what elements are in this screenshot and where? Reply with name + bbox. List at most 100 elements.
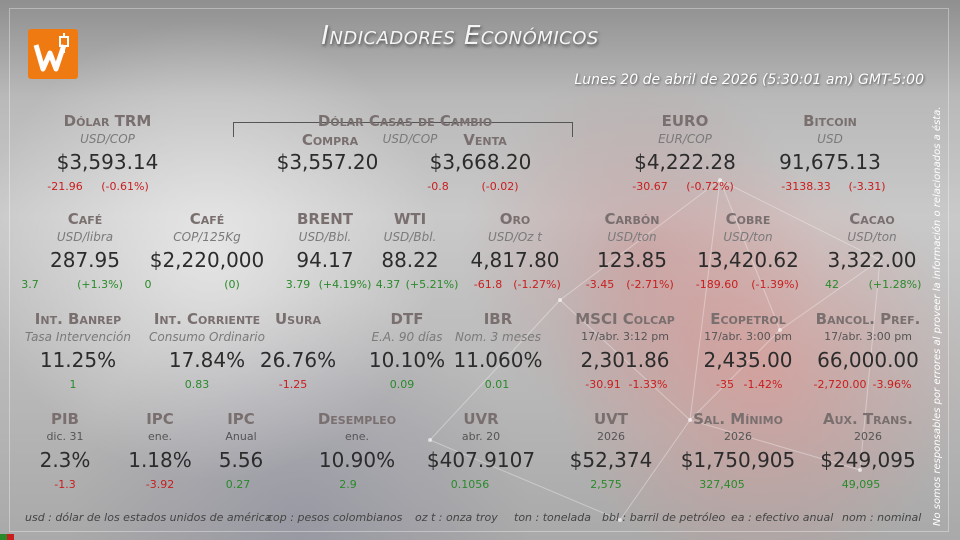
indicator-change-pct: (+1.28%): [868, 278, 922, 291]
indicator-change-pct: (+1.3%): [77, 278, 123, 291]
indicator-label: Carbón: [604, 210, 660, 228]
indicator-change: -61.8: [473, 278, 503, 291]
indicator-label: PIB: [50, 410, 79, 428]
indicator-label: UVR: [463, 410, 499, 428]
brand-logo: [28, 29, 78, 79]
page-title: Indicadores Económicos: [321, 21, 599, 51]
footer-legend-item: bbl : barril de petróleo: [602, 511, 726, 524]
footer-legend-item: ton : tonelada: [514, 511, 592, 524]
indicator-unit: abr. 20: [461, 430, 501, 443]
indicator-value: 3,322.00: [827, 248, 917, 272]
indicator-unit: EUR/COP: [658, 132, 712, 146]
indicator-change: 0.83: [184, 378, 210, 391]
indicator-value: $3,593.14: [56, 150, 159, 174]
indicator-unit: USD: [817, 132, 843, 146]
indicator-change: -3.92: [145, 478, 175, 491]
indicator-label: Int. Banrep: [34, 310, 122, 328]
indicator-change: -2,720.00: [813, 378, 867, 391]
indicator-change: 3.7: [21, 278, 39, 291]
indicator-label: Int. Corriente: [153, 310, 261, 328]
indicator-label: UVT: [593, 410, 629, 428]
group-bracket: [233, 122, 573, 137]
logo-w-icon: [33, 33, 69, 72]
venta-change: -0.8: [427, 180, 449, 193]
indicator-unit: USD/Bbl.: [383, 230, 437, 244]
venta-value: $3,668.20: [429, 150, 532, 174]
indicator-change-pct: (-1.39%): [751, 278, 799, 291]
indicator-change: -35: [716, 378, 734, 391]
footer-legend-item: nom : nominal: [842, 511, 922, 524]
indicator-value: 13,420.62: [697, 248, 799, 272]
indicator-change: 0.27: [225, 478, 251, 491]
indicator-change: -1.25: [278, 378, 308, 391]
footer-legend-item: cop : pesos colombianos: [267, 511, 403, 524]
indicator-change: 2.9: [339, 478, 357, 491]
indicator-label: EURO: [661, 112, 709, 130]
board-frame: [9, 8, 949, 532]
indicator-unit: Tasa Intervención: [25, 330, 131, 344]
indicator-value: 1.18%: [128, 448, 192, 472]
footer-legend-item: usd : dólar de los estados unidos de amé…: [25, 511, 272, 524]
indicator-change: 2,575: [590, 478, 622, 491]
indicator-label: Bitcoin: [803, 112, 857, 130]
indicator-change-pct: -1.33%: [628, 378, 668, 391]
indicator-label: BRENT: [296, 210, 353, 228]
indicator-value: 287.95: [50, 248, 120, 272]
indicator-label: Cobre: [725, 210, 771, 228]
indicator-change: -30.67: [632, 180, 668, 193]
indicator-label: WTI: [393, 210, 427, 228]
indicator-label: DTF: [390, 310, 424, 328]
indicator-unit: E.A. 90 días: [371, 330, 443, 344]
indicator-unit: USD/ton: [723, 230, 773, 244]
indicator-change: 0.01: [484, 378, 510, 391]
indicator-unit: COP/125Kg: [173, 230, 241, 244]
indicator-value: $4,222.28: [634, 150, 736, 174]
indicator-label: Oro: [499, 210, 531, 228]
indicator-label: Café: [189, 210, 225, 228]
indicator-label: Ecopetrol: [710, 310, 786, 328]
disclaimer: No somos responsables por errores al pro…: [932, 106, 943, 526]
indicator-value: 17.84%: [168, 348, 246, 372]
indicator-unit: USD/ton: [847, 230, 897, 244]
indicator-unit: 17/abr. 3:12 pm: [581, 330, 669, 343]
indicator-unit: USD/Oz t: [488, 230, 542, 244]
indicator-label: Café: [67, 210, 103, 228]
indicator-value: 11.25%: [39, 348, 117, 372]
indicator-label: Dólar TRM: [63, 112, 152, 130]
indicator-unit: USD/ton: [607, 230, 657, 244]
indicator-label: Sal. Mínimo: [693, 410, 783, 428]
indicator-unit: 2026: [724, 430, 752, 443]
indicator-change: -3138.33: [781, 180, 831, 193]
indicator-label: Dólar Casas de Cambio: [317, 112, 493, 130]
indicator-value: $407.9107: [426, 448, 536, 472]
indicator-change-pct: (-2.71%): [626, 278, 674, 291]
indicator-unit: USD/COP: [382, 132, 438, 146]
indicator-unit: 2026: [854, 430, 882, 443]
indicator-change: 0.09: [389, 378, 415, 391]
indicator-value: 94.17: [296, 248, 354, 272]
indicator-value: 2,301.86: [580, 348, 670, 372]
indicator-value: $2,220,000: [149, 248, 265, 272]
indicator-unit: ene.: [344, 430, 369, 443]
indicator-value: 91,675.13: [779, 150, 881, 174]
indicator-label: IPC: [227, 410, 255, 428]
indicator-unit: USD/libra: [56, 230, 114, 244]
indicator-value: $52,374: [569, 448, 653, 472]
indicator-change: 42: [825, 278, 839, 291]
indicator-unit: Nom. 3 meses: [454, 330, 542, 344]
indicator-change-pct: -1.42%: [743, 378, 783, 391]
indicator-change: 0.1056: [450, 478, 490, 491]
indicator-label: IPC: [146, 410, 174, 428]
compra-value: $3,557.20: [276, 150, 379, 174]
indicator-change: -21.96: [47, 180, 83, 193]
footer-legend-item: oz t : onza troy: [415, 511, 498, 524]
indicator-label: Cacao: [849, 210, 895, 228]
indicator-unit: 2026: [597, 430, 625, 443]
indicator-value: 5.56: [218, 448, 264, 472]
indicator-change: 49,095: [841, 478, 881, 491]
indicator-change: -30.91: [585, 378, 621, 391]
indicator-value: 123.85: [597, 248, 667, 272]
indicator-unit: USD/COP: [80, 132, 135, 146]
indicator-change: -1.3: [54, 478, 76, 491]
